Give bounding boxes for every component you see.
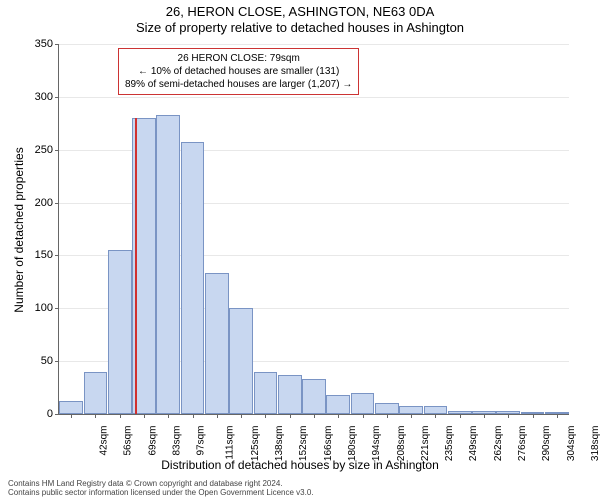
histogram-bar [278,375,302,414]
x-tick-label: 221sqm [420,426,431,462]
x-tick-label: 262sqm [493,426,504,462]
y-tick [55,97,59,98]
histogram-bar [229,308,253,414]
y-tick [55,44,59,45]
x-axis-title: Distribution of detached houses by size … [0,458,600,472]
footer-line2: Contains public sector information licen… [8,489,314,498]
x-tick-label: 111sqm [224,426,235,460]
annotation-box: 26 HERON CLOSE: 79sqm← 10% of detached h… [118,48,359,95]
y-tick-label: 100 [35,302,53,314]
x-tick [193,414,194,418]
x-tick [71,414,72,418]
x-tick [387,414,388,418]
histogram-bar [156,115,180,414]
x-tick-label: 208sqm [396,426,407,462]
x-tick-label: 69sqm [147,426,158,456]
y-tick [55,308,59,309]
x-tick-label: 276sqm [517,426,528,462]
property-marker-line [135,118,137,414]
x-tick [314,414,315,418]
x-tick-label: 166sqm [323,426,334,462]
y-tick-label: 300 [35,91,53,103]
gridline [59,44,569,45]
annotation-line: ← 10% of detached houses are smaller (13… [125,65,352,78]
x-tick-label: 138sqm [274,426,285,462]
x-tick-label: 235sqm [444,426,455,462]
histogram-bar [205,273,229,414]
y-axis-title: Number of detached properties [12,147,26,312]
histogram-bar [399,406,423,414]
footer-attribution: Contains HM Land Registry data © Crown c… [8,480,314,498]
x-tick-label: 180sqm [347,426,358,462]
histogram-bar [326,395,350,414]
x-tick [290,414,291,418]
chart-plot-area: 05010015020025030035042sqm56sqm69sqm83sq… [58,44,568,414]
x-tick [217,414,218,418]
histogram-bar [84,372,108,414]
chart-subtitle: Size of property relative to detached ho… [0,19,600,37]
histogram-bar [424,406,448,414]
y-tick-label: 250 [35,144,53,156]
x-tick [557,414,558,418]
x-tick-label: 97sqm [196,426,207,456]
y-tick-label: 350 [35,38,53,50]
plot-region: 05010015020025030035042sqm56sqm69sqm83sq… [58,44,569,415]
x-tick-label: 56sqm [123,426,134,456]
x-tick-label: 318sqm [590,426,600,462]
x-tick [435,414,436,418]
x-tick [265,414,266,418]
gridline [59,97,569,98]
histogram-bar [59,401,83,414]
x-tick-label: 304sqm [566,426,577,462]
y-tick-label: 0 [47,408,53,420]
y-tick [55,361,59,362]
y-tick-label: 50 [41,355,53,367]
x-tick [168,414,169,418]
x-tick [241,414,242,418]
x-tick-label: 249sqm [469,426,480,462]
x-tick-label: 194sqm [371,426,382,462]
x-tick [95,414,96,418]
histogram-bar [181,142,205,414]
y-tick [55,255,59,256]
histogram-bar [108,250,132,414]
annotation-line: 26 HERON CLOSE: 79sqm [125,52,352,65]
x-tick-label: 83sqm [172,426,183,456]
x-tick [120,414,121,418]
x-tick [508,414,509,418]
y-tick-label: 200 [35,197,53,209]
x-tick-label: 290sqm [541,426,552,462]
histogram-bar [351,393,375,414]
x-tick [533,414,534,418]
x-tick-label: 125sqm [250,426,261,462]
x-tick [144,414,145,418]
y-tick [55,150,59,151]
x-tick [484,414,485,418]
y-tick-label: 150 [35,249,53,261]
histogram-bar [375,403,399,414]
chart-title-address: 26, HERON CLOSE, ASHINGTON, NE63 0DA [0,0,600,19]
y-tick [55,203,59,204]
annotation-line: 89% of semi-detached houses are larger (… [125,78,352,91]
x-tick-label: 152sqm [299,426,310,462]
x-tick [338,414,339,418]
x-tick [363,414,364,418]
x-tick [411,414,412,418]
x-tick-label: 42sqm [99,426,110,456]
y-tick [55,414,59,415]
histogram-bar [254,372,278,414]
histogram-bar [302,379,326,414]
x-tick [460,414,461,418]
